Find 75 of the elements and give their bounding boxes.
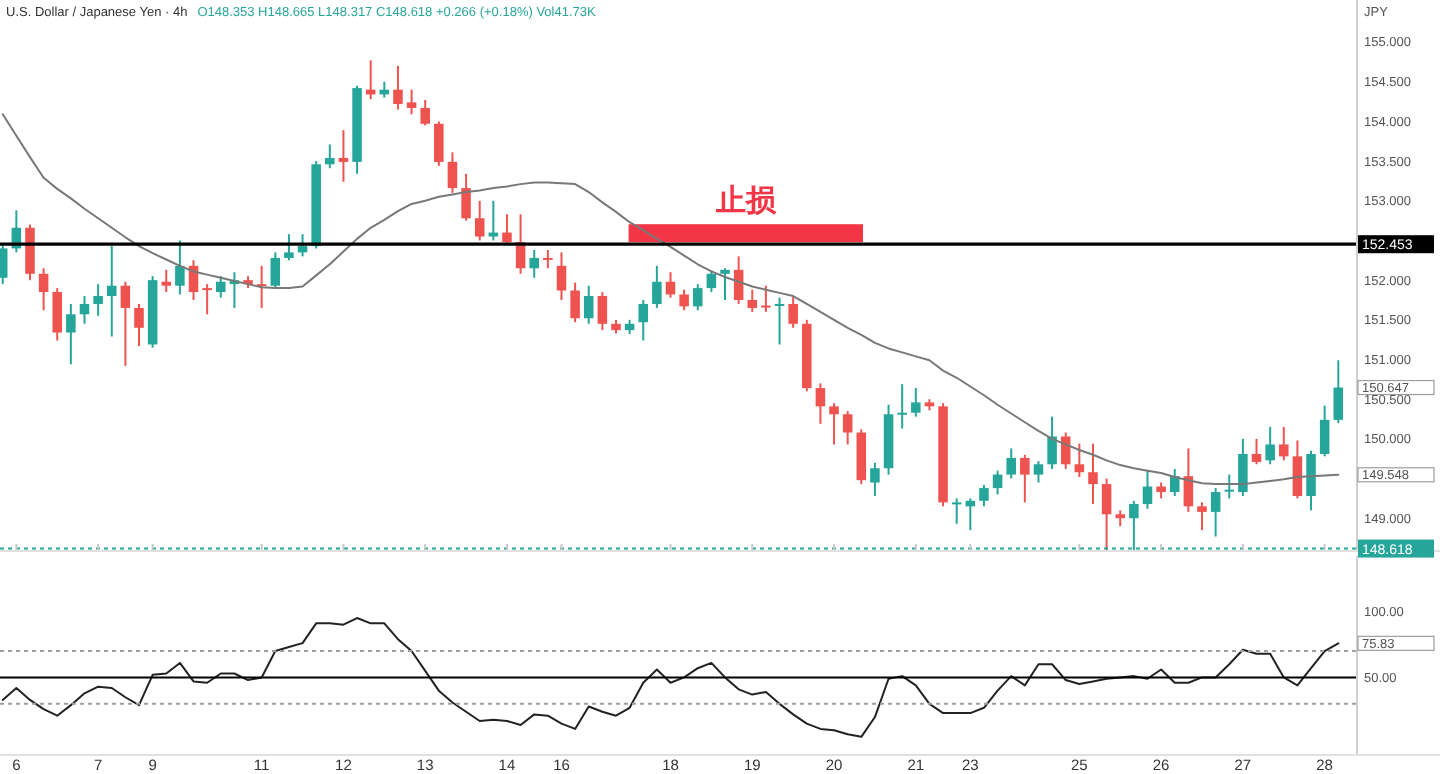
candlestick: [1251, 437, 1262, 466]
candlestick: [175, 239, 185, 296]
candlestick: [1006, 447, 1016, 480]
candlestick: [911, 387, 921, 418]
candlestick: [761, 284, 771, 313]
candlestick: [25, 223, 35, 282]
candlestick: [488, 199, 499, 242]
candlestick: [529, 249, 539, 279]
candlestick: [106, 245, 117, 338]
candlestick: [1088, 442, 1098, 505]
candlestick: [216, 275, 226, 299]
candlestick: [461, 172, 471, 222]
candlestick: [270, 251, 281, 290]
candlestick: [679, 288, 689, 312]
candlestick: [1279, 425, 1289, 462]
candlestick: [842, 410, 853, 446]
candlestick: [474, 199, 485, 242]
candlestick: [556, 251, 567, 301]
candlestick: [79, 295, 90, 325]
candlestick: [1074, 442, 1085, 478]
candlestick: [406, 88, 417, 116]
candlestick: [951, 497, 962, 525]
candlestick: [325, 143, 335, 170]
candlestick: [1142, 469, 1153, 510]
candlestick: [93, 283, 103, 317]
candlestick: [1238, 437, 1248, 498]
candlestick: [393, 64, 403, 111]
candlestick: [1197, 501, 1207, 532]
candlestick: [434, 120, 444, 167]
annotation: 止损: [713, 184, 778, 219]
candlestick: [652, 264, 662, 309]
candlestick: [134, 302, 144, 348]
candlestick: [815, 382, 826, 425]
candlestick: [570, 281, 580, 324]
candlestick: [202, 283, 212, 316]
candlestick: [1020, 453, 1030, 504]
candlestick: [720, 267, 730, 301]
candlestick: [66, 302, 76, 366]
candlestick: [338, 129, 349, 183]
candlestick: [706, 269, 717, 294]
candlestick: [543, 249, 553, 270]
candlestick: [638, 299, 649, 342]
candlestick: [284, 233, 294, 262]
candlestick: [774, 296, 785, 346]
candlestick: [1101, 477, 1112, 550]
candlestick: [897, 383, 907, 430]
candlestick: [747, 288, 758, 313]
candlestick: [1306, 449, 1316, 512]
candlestick: [1033, 460, 1044, 484]
candlestick: [992, 469, 1003, 496]
candlestick: [1224, 473, 1235, 500]
candlestick: [829, 402, 839, 446]
candlestick: [692, 283, 703, 312]
candlestick: [502, 213, 512, 246]
candlestick: [38, 267, 49, 312]
candlestick: [420, 99, 430, 127]
candlestick: [0, 243, 8, 286]
candlestick: [1047, 415, 1057, 471]
candlestick: [1210, 487, 1221, 538]
candlestick: [597, 291, 608, 332]
candlestick: [52, 287, 63, 342]
candlestick: [979, 483, 989, 508]
candlestick: [1265, 425, 1275, 466]
candlestick: [447, 151, 458, 194]
candlestick: [1169, 468, 1180, 498]
line-series: [1, 617, 1340, 738]
candlestick: [1292, 439, 1303, 500]
candlestick: [1319, 404, 1330, 458]
candlestick: [788, 295, 798, 329]
candlestick: [870, 461, 880, 498]
candlestick: [856, 428, 867, 486]
candlestick: [583, 284, 594, 325]
candlestick: [1333, 359, 1344, 425]
candlestick: [161, 268, 172, 294]
candlestick: [120, 280, 131, 367]
